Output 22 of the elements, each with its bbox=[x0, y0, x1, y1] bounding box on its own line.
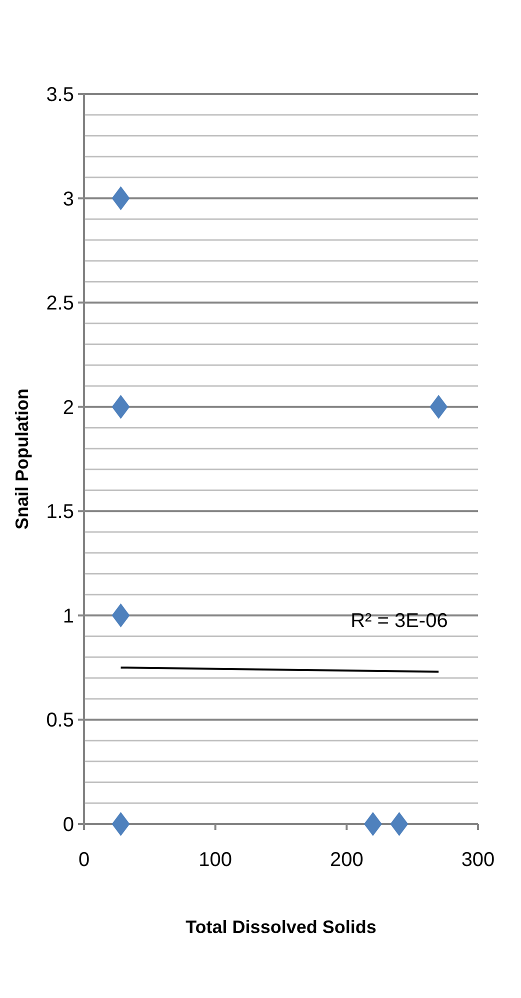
annotation: R² = 3E-06 bbox=[350, 610, 448, 632]
x-tick-label: 200 bbox=[330, 849, 364, 871]
y-tick-label: 3 bbox=[62, 188, 74, 210]
y-tick-label: 1 bbox=[62, 605, 74, 628]
point bbox=[390, 812, 408, 836]
x-tick-label: 300 bbox=[461, 849, 495, 871]
point bbox=[112, 603, 130, 628]
point bbox=[112, 812, 130, 836]
y-tick-label: 3.5 bbox=[46, 84, 74, 106]
y-tick-label: 2 bbox=[62, 396, 74, 419]
point bbox=[112, 186, 130, 210]
point bbox=[430, 394, 448, 419]
y-axis-title: Snail Population bbox=[12, 388, 32, 530]
point bbox=[112, 394, 130, 419]
x-tick-label: 100 bbox=[198, 849, 232, 871]
y-tick-label: 0.5 bbox=[46, 710, 74, 732]
x-axis-title: Total Dissolved Solids bbox=[186, 917, 376, 937]
y-tick-label: 0 bbox=[62, 814, 74, 836]
x-tick-label: 0 bbox=[78, 849, 90, 871]
y-tick-label: 1.5 bbox=[46, 501, 74, 524]
point bbox=[364, 812, 382, 836]
y-tick-label: 2.5 bbox=[46, 292, 74, 315]
